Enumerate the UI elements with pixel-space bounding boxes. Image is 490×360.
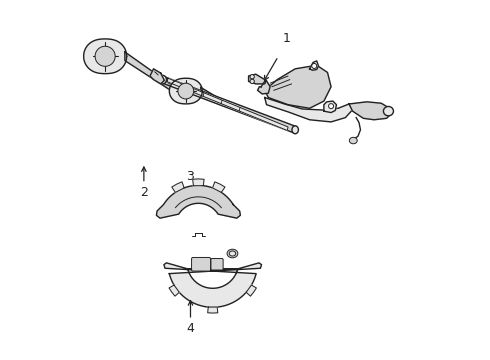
- Circle shape: [95, 46, 115, 66]
- Polygon shape: [167, 78, 288, 131]
- Ellipse shape: [159, 75, 167, 84]
- Polygon shape: [150, 69, 164, 84]
- Circle shape: [250, 79, 254, 84]
- Polygon shape: [84, 39, 126, 74]
- Ellipse shape: [229, 251, 236, 256]
- Circle shape: [329, 104, 334, 109]
- Polygon shape: [172, 182, 184, 192]
- Polygon shape: [310, 61, 318, 70]
- Polygon shape: [246, 285, 256, 296]
- Polygon shape: [169, 285, 179, 296]
- Polygon shape: [213, 182, 225, 192]
- Text: 1: 1: [282, 32, 290, 45]
- Text: 2: 2: [140, 186, 148, 199]
- Polygon shape: [125, 52, 175, 93]
- Polygon shape: [193, 179, 204, 186]
- Polygon shape: [163, 76, 295, 134]
- Polygon shape: [324, 101, 337, 113]
- Circle shape: [250, 75, 254, 79]
- Ellipse shape: [292, 126, 298, 134]
- Text: 4: 4: [187, 322, 195, 335]
- Text: 3: 3: [187, 170, 195, 183]
- Ellipse shape: [349, 137, 357, 144]
- Polygon shape: [170, 78, 202, 104]
- Polygon shape: [265, 98, 353, 122]
- Polygon shape: [201, 87, 220, 102]
- Polygon shape: [258, 80, 270, 94]
- Ellipse shape: [383, 107, 393, 116]
- Polygon shape: [265, 65, 331, 108]
- Polygon shape: [349, 102, 392, 120]
- Circle shape: [178, 83, 194, 99]
- FancyBboxPatch shape: [211, 258, 223, 270]
- Polygon shape: [208, 307, 218, 313]
- Ellipse shape: [227, 249, 238, 258]
- FancyBboxPatch shape: [192, 257, 211, 271]
- Polygon shape: [248, 74, 266, 84]
- Polygon shape: [164, 263, 262, 307]
- Polygon shape: [156, 185, 241, 218]
- Circle shape: [312, 63, 317, 68]
